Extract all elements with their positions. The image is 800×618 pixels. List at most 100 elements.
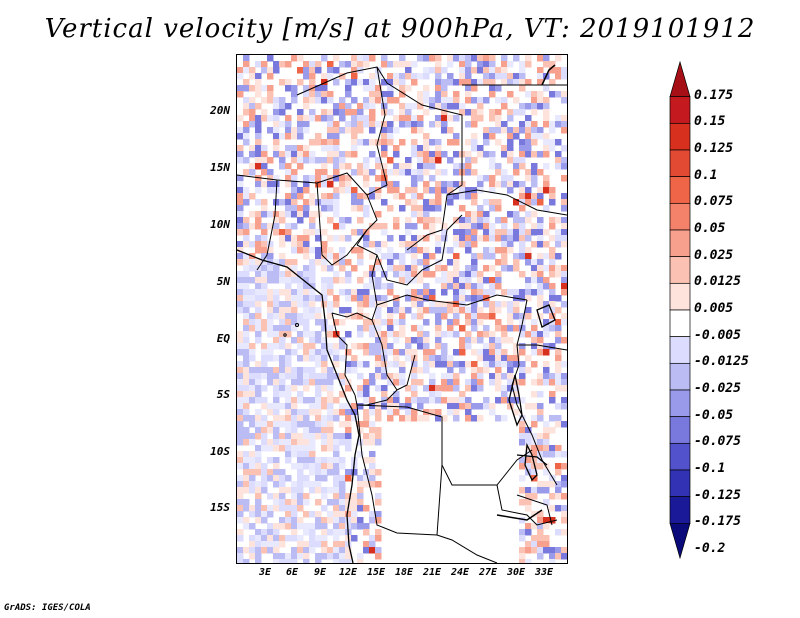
field-cell	[375, 307, 382, 314]
field-cell	[327, 379, 334, 386]
field-cell	[345, 385, 352, 392]
field-cell	[267, 85, 274, 92]
field-cell	[423, 415, 430, 422]
field-cell	[411, 61, 418, 68]
field-cell	[519, 475, 526, 482]
colorbar-segment	[669, 122, 691, 151]
field-cell	[423, 181, 430, 188]
field-cell	[441, 301, 448, 308]
field-cell	[249, 379, 256, 386]
field-cell	[465, 97, 472, 104]
field-cell	[393, 337, 400, 344]
field-cell	[459, 283, 466, 290]
field-cell	[315, 295, 322, 302]
field-cell	[261, 541, 268, 548]
field-cell	[549, 427, 556, 434]
field-cell	[489, 331, 496, 338]
field-cell	[405, 271, 412, 278]
field-cell	[411, 253, 418, 260]
field-cell	[291, 325, 298, 332]
field-cell	[375, 427, 382, 434]
field-cell	[237, 535, 244, 542]
field-cell	[333, 511, 340, 518]
field-cell	[243, 481, 250, 488]
field-cell	[531, 469, 538, 476]
field-cell	[435, 313, 442, 320]
field-cell	[237, 343, 244, 350]
field-cell	[309, 367, 316, 374]
field-cell	[357, 55, 364, 62]
field-cell	[339, 289, 346, 296]
field-cell	[255, 319, 262, 326]
field-cell	[543, 325, 550, 332]
field-cell	[249, 121, 256, 128]
field-cell	[243, 361, 250, 368]
field-cell	[429, 199, 436, 206]
colorbar-segment	[669, 416, 691, 444]
field-cell	[243, 217, 250, 224]
field-cell	[423, 271, 430, 278]
field-cell	[303, 331, 310, 338]
x-tick-label: 9E	[313, 567, 327, 578]
x-tick-label: 30E	[506, 567, 526, 578]
field-cell	[513, 97, 520, 104]
field-cell	[303, 385, 310, 392]
field-cell	[447, 367, 454, 374]
field-cell	[273, 337, 280, 344]
field-cell	[435, 307, 442, 314]
field-cell	[243, 103, 250, 110]
field-cell	[465, 217, 472, 224]
field-cell	[501, 253, 508, 260]
field-cell	[447, 361, 454, 368]
field-cell	[249, 547, 256, 554]
field-cell	[477, 109, 484, 116]
field-cell	[315, 307, 322, 314]
field-cell	[465, 85, 472, 92]
field-cell	[327, 469, 334, 476]
field-cell	[321, 433, 328, 440]
field-cell	[351, 403, 358, 410]
field-cell	[285, 511, 292, 518]
field-cell	[393, 391, 400, 398]
field-cell	[261, 505, 268, 512]
field-cell	[339, 475, 346, 482]
field-cell	[249, 433, 256, 440]
field-cell	[327, 421, 334, 428]
field-cell	[369, 325, 376, 332]
field-cell	[273, 325, 280, 332]
field-cell	[405, 415, 412, 422]
field-cell	[291, 301, 298, 308]
field-cell	[291, 241, 298, 248]
field-cell	[339, 553, 346, 560]
field-cell	[429, 229, 436, 236]
field-cell	[453, 331, 460, 338]
field-cell	[375, 187, 382, 194]
field-cell	[381, 337, 388, 344]
field-cell	[291, 439, 298, 446]
field-cell	[315, 229, 322, 236]
field-cell	[237, 181, 244, 188]
field-cell	[267, 373, 274, 380]
field-cell	[345, 499, 352, 506]
field-cell	[363, 439, 370, 446]
field-cell	[267, 277, 274, 284]
field-cell	[291, 235, 298, 242]
field-cell	[525, 139, 532, 146]
field-cell	[459, 361, 466, 368]
field-cell	[543, 115, 550, 122]
field-cell	[291, 319, 298, 326]
field-cell	[489, 229, 496, 236]
field-cell	[333, 355, 340, 362]
field-cell	[279, 541, 286, 548]
field-cell	[351, 115, 358, 122]
field-cell	[471, 217, 478, 224]
field-cell	[351, 97, 358, 104]
field-cell	[237, 91, 244, 98]
field-cell	[393, 397, 400, 404]
field-cell	[543, 421, 550, 428]
field-cell	[483, 229, 490, 236]
field-cell	[237, 427, 244, 434]
field-cell	[243, 139, 250, 146]
field-cell	[285, 355, 292, 362]
field-cell	[483, 367, 490, 374]
